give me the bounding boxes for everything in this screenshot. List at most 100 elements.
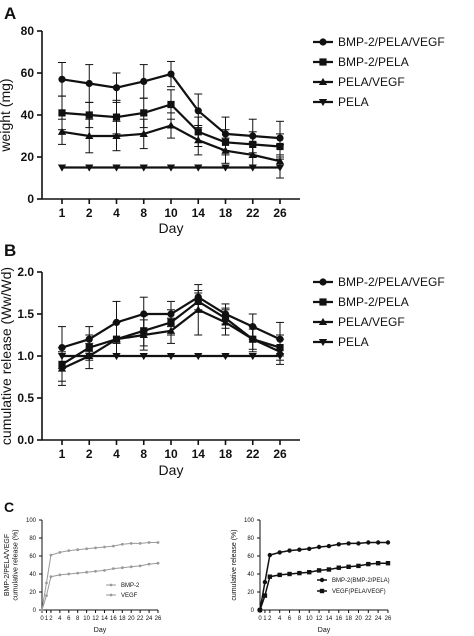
x-tick-label: 26 (273, 447, 287, 461)
data-point (221, 146, 230, 154)
legend-marker (319, 58, 327, 66)
legend-marker (318, 77, 328, 86)
data-point (297, 570, 302, 576)
x-tick-label: 8 (140, 447, 147, 461)
x-tick-label: 18 (219, 206, 233, 220)
data-point (57, 364, 67, 372)
y-tick-label: 80 (29, 536, 36, 542)
data-point (287, 571, 292, 577)
data-point (138, 542, 142, 545)
legend-marker (109, 593, 113, 597)
data-point (85, 570, 89, 574)
x-tick-label: 20 (128, 616, 135, 622)
data-point (49, 575, 53, 579)
data-point (366, 540, 371, 545)
x-tick-label: 0 (40, 616, 44, 622)
data-point (129, 565, 133, 569)
data-point (297, 547, 302, 552)
data-point (166, 326, 176, 334)
data-point (275, 164, 285, 172)
legend-label: BMP-2/PELA/VEGF (338, 35, 445, 49)
series-3 (57, 352, 285, 361)
legend: BMP-2/PELA/VEGF BMP-2/PELA PELA/VEGF PELA (313, 35, 445, 109)
y-tick-label: 100 (244, 518, 255, 524)
data-point (307, 546, 312, 551)
data-point (111, 544, 115, 548)
y-tick-label: 0 (27, 192, 34, 206)
x-tick-label: 14 (192, 447, 206, 461)
legend-label: BMP-2(BMP-2/PELA) (332, 578, 390, 584)
x-tick-label: 2 (49, 616, 53, 622)
x-tick-label: 10 (306, 616, 313, 622)
panel-label: C (4, 499, 14, 515)
data-point (112, 352, 121, 361)
data-point (156, 561, 160, 565)
data-point (67, 572, 71, 576)
x-tick-label: 4 (113, 447, 120, 461)
data-point (85, 547, 89, 551)
x-axis-title: Day (159, 220, 184, 236)
x-tick-label: 2 (86, 206, 93, 220)
legend-marker (318, 338, 328, 347)
data-point (194, 305, 203, 313)
data-point (248, 164, 257, 172)
data-point (167, 70, 175, 78)
series-line (259, 562, 388, 611)
data-point (139, 352, 148, 361)
legend-label: BMP-2/PELA (338, 55, 409, 69)
data-point (58, 109, 66, 117)
x-tick-label: 22 (246, 447, 260, 461)
series-3 (57, 156, 285, 179)
data-point (375, 561, 381, 566)
data-point (221, 164, 230, 172)
data-point (147, 541, 151, 544)
data-point (85, 352, 94, 361)
legend-label: PELA (338, 95, 369, 109)
data-point (139, 164, 148, 172)
legend-label: PELA/VEGF (338, 315, 405, 329)
x-tick-label: 22 (137, 616, 144, 622)
data-point (326, 567, 332, 572)
x-tick-label: 12 (316, 616, 323, 622)
x-tick-label: 16 (335, 616, 342, 622)
x-tick-label: 1 (59, 447, 66, 461)
x-tick-label: 18 (119, 616, 126, 622)
x-tick-label: 22 (365, 616, 372, 622)
y-axis-title: cumulative release (%) (231, 529, 238, 600)
y-tick-label: 20 (21, 150, 35, 164)
legend-marker (319, 577, 325, 583)
data-point (194, 136, 203, 144)
x-tick-label: 14 (101, 616, 108, 622)
x-tick-label: 26 (385, 616, 392, 622)
legend-marker (109, 583, 113, 587)
data-point (49, 553, 53, 557)
y-tick-label: 100 (26, 518, 37, 524)
data-point (57, 352, 67, 361)
x-tick-label: 24 (146, 616, 153, 622)
y-tick-label: 40 (29, 572, 36, 578)
y-tick-label: 80 (247, 536, 254, 542)
data-point (248, 150, 257, 158)
legend-label: VEGF (121, 593, 138, 599)
y-tick-label: 60 (21, 66, 35, 80)
data-point (112, 84, 121, 92)
data-point (112, 113, 121, 121)
data-point (385, 540, 391, 545)
data-point (336, 565, 341, 570)
y-tick-label: 2.0 (17, 265, 34, 279)
legend-label: BMP-2 (121, 583, 140, 589)
legend-marker (318, 317, 328, 326)
data-point (138, 564, 142, 568)
data-point (275, 352, 285, 361)
data-point (139, 129, 148, 137)
data-point (85, 79, 93, 88)
x-tick-label: 4 (58, 616, 62, 622)
series-2 (57, 112, 285, 179)
y-tick-label: 1.5 (17, 307, 34, 321)
x-tick-label: 16 (110, 616, 117, 622)
x-tick-label: 26 (273, 206, 287, 220)
x-tick-label: 2 (268, 616, 272, 622)
x-tick-label: 2 (86, 447, 93, 461)
x-axis-title: Day (159, 462, 184, 478)
data-point (257, 607, 263, 613)
